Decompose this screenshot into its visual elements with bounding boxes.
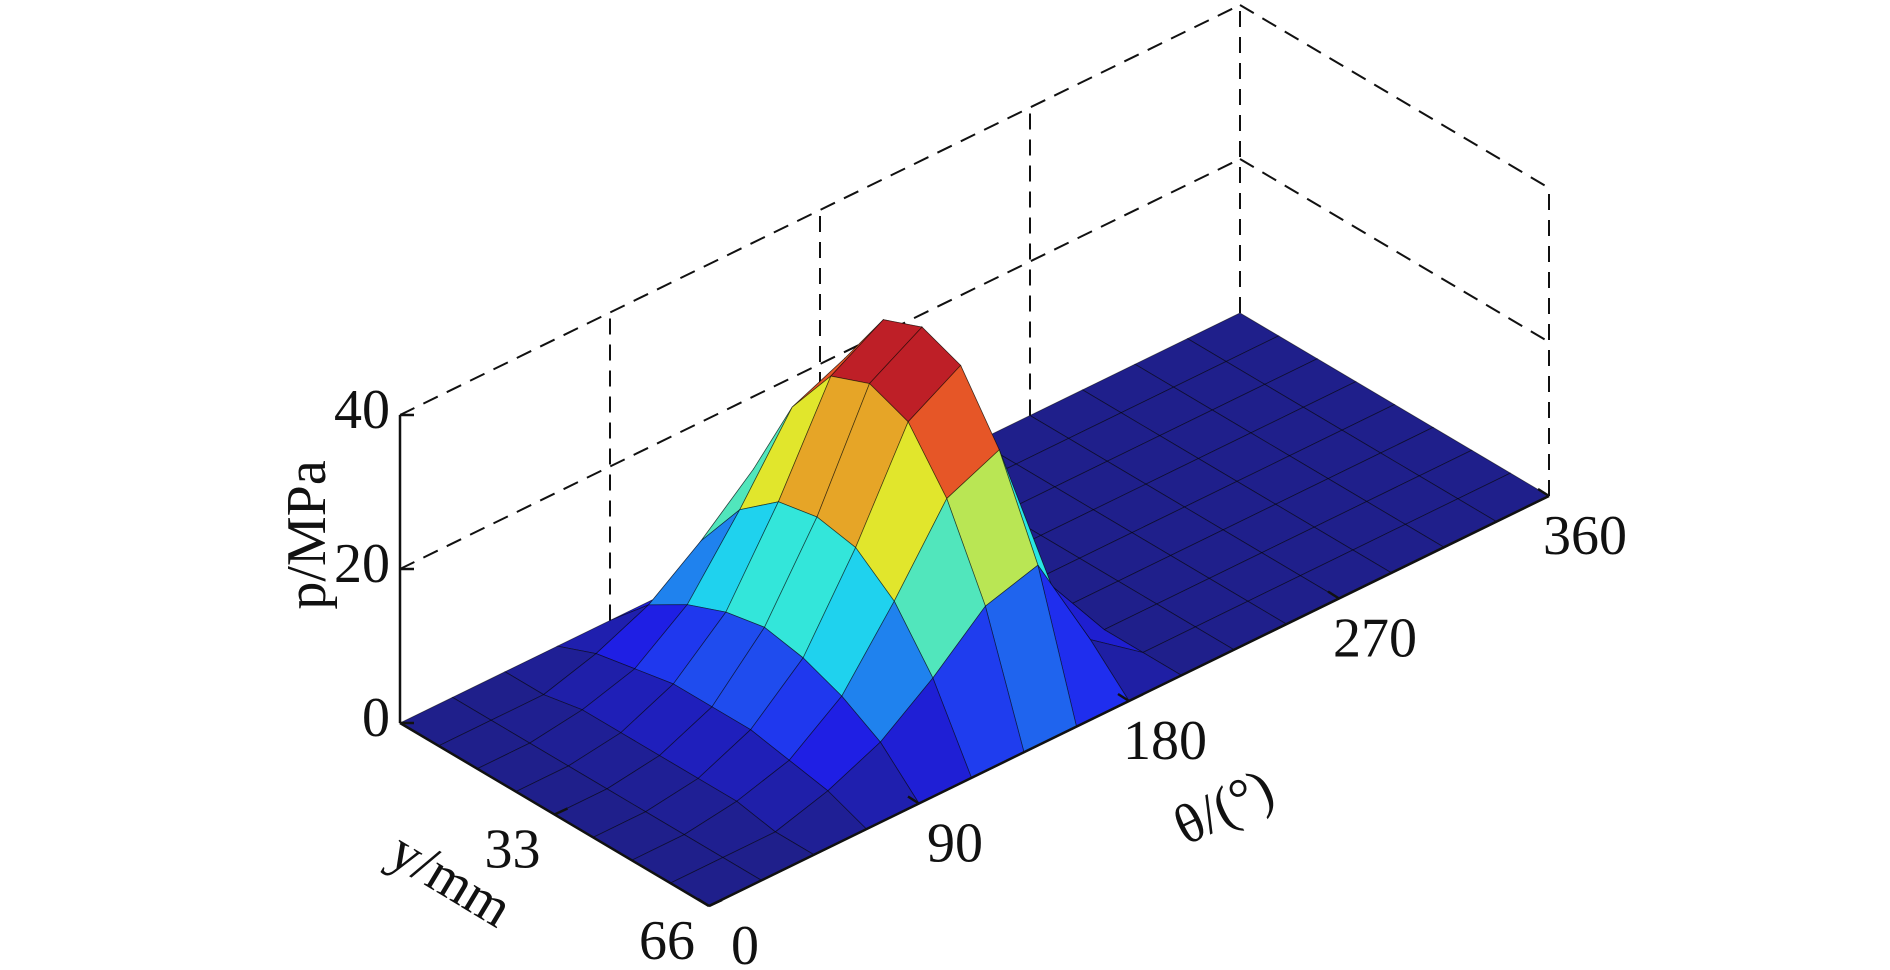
x-tick [1327, 590, 1340, 600]
grid-line [1239, 158, 1550, 343]
x-tick-label: 0 [731, 915, 759, 970]
x-axis-label: θ/(°) [1164, 757, 1283, 857]
x-tick [1537, 487, 1550, 498]
x-tick [1117, 692, 1130, 703]
y-tick-label: 66 [639, 910, 695, 970]
z-tick-label: 40 [334, 379, 390, 441]
x-tick-label: 90 [927, 812, 983, 874]
x-tick [697, 897, 710, 908]
z-axis-label: p/MPa [276, 460, 338, 609]
y-tick [553, 807, 569, 816]
y-tick-label: 33 [485, 818, 541, 880]
z-tick-label: 20 [334, 533, 390, 595]
z-tick-label: 0 [362, 687, 390, 749]
x-tick-label: 360 [1543, 505, 1627, 567]
x-tick-label: 180 [1123, 710, 1207, 772]
x-tick [907, 795, 920, 805]
x-tick-label: 270 [1333, 607, 1417, 669]
y-tick [708, 898, 723, 908]
grid-line [1239, 4, 1550, 189]
